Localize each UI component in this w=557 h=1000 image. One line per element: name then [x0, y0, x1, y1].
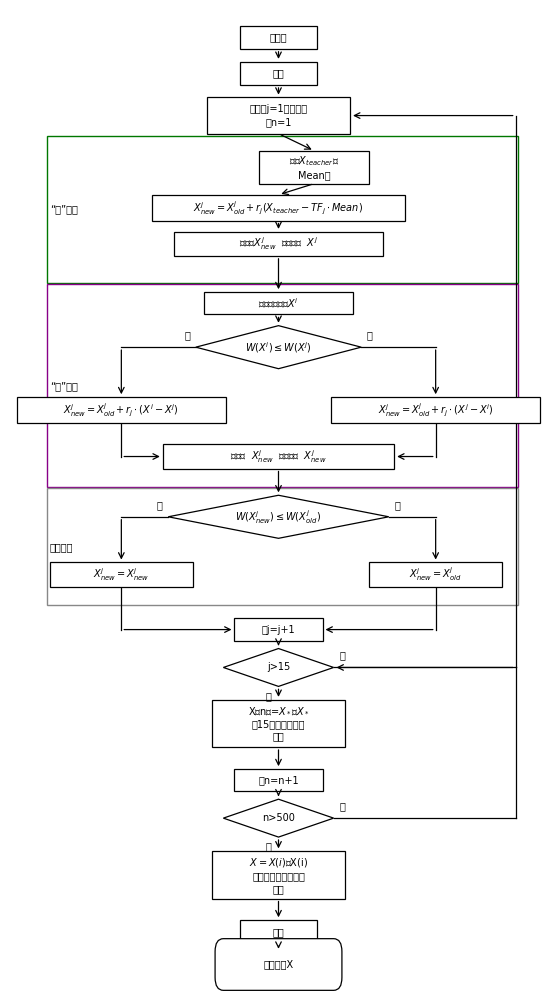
Text: 离散化  $X^j_{new}$  得到新的  $X^j_{new}$: 离散化 $X^j_{new}$ 得到新的 $X^j_{new}$: [230, 448, 327, 465]
Text: n>500: n>500: [262, 813, 295, 823]
FancyBboxPatch shape: [234, 769, 323, 791]
FancyBboxPatch shape: [212, 851, 345, 899]
Text: $X^j_{new}=X^j_{old}$: $X^j_{new}=X^j_{old}$: [409, 566, 462, 583]
Text: 随机选取学生$X^i$: 随机选取学生$X^i$: [258, 296, 299, 310]
Text: 令n=n+1: 令n=n+1: [258, 775, 299, 785]
Text: 是: 是: [266, 691, 271, 701]
Text: $X^j_{new}=X^j_{old}+r_j\cdot(X^i-X^j)$: $X^j_{new}=X^j_{old}+r_j\cdot(X^i-X^j)$: [63, 401, 179, 419]
FancyBboxPatch shape: [174, 232, 383, 256]
Text: 编码: 编码: [272, 68, 285, 78]
Text: $X^j_{new}=X^j_{old}+r_j\cdot(X^j-X^i)$: $X^j_{new}=X^j_{old}+r_j\cdot(X^j-X^i)$: [378, 401, 494, 419]
Text: 更新阶段: 更新阶段: [50, 542, 73, 552]
Bar: [47, 136, 519, 283]
Polygon shape: [196, 326, 361, 369]
FancyBboxPatch shape: [240, 62, 317, 85]
FancyBboxPatch shape: [50, 562, 193, 587]
Text: 是: 是: [157, 500, 163, 510]
Text: 解码: 解码: [272, 927, 285, 937]
FancyBboxPatch shape: [234, 618, 323, 641]
Text: 否: 否: [339, 651, 345, 661]
Text: 否: 否: [367, 330, 373, 340]
Polygon shape: [168, 495, 389, 538]
Text: 选出$X_{teacher}$、
Mean值: 选出$X_{teacher}$、 Mean值: [289, 154, 339, 180]
FancyBboxPatch shape: [163, 444, 394, 469]
Text: “学”阶段: “学”阶段: [50, 381, 77, 391]
Text: “教”阶段: “教”阶段: [50, 204, 77, 214]
FancyBboxPatch shape: [215, 939, 342, 990]
Text: $X=X(i)$，X(i)
为所有迭代结果的最
优值: $X=X(i)$，X(i) 为所有迭代结果的最 优值: [249, 856, 308, 894]
Text: $W(X^i)\leq W(X^j)$: $W(X^i)\leq W(X^j)$: [245, 340, 312, 355]
Text: $W(X^j_{new})\leq W(X^j_{old})$: $W(X^j_{new})\leq W(X^j_{old})$: [236, 508, 321, 526]
Text: $X^j_{new}=X^j_{old}+r_j(X_{teacher}-TF_j\cdot Mean)$: $X^j_{new}=X^j_{old}+r_j(X_{teacher}-TF_…: [193, 199, 364, 217]
Text: 取学生j=1，迭代次
数n=1: 取学生j=1，迭代次 数n=1: [250, 104, 307, 127]
FancyBboxPatch shape: [369, 562, 502, 587]
FancyBboxPatch shape: [17, 397, 226, 423]
Text: 是: 是: [184, 330, 190, 340]
Text: j>15: j>15: [267, 662, 290, 672]
FancyBboxPatch shape: [259, 151, 369, 184]
Text: 初始化: 初始化: [270, 32, 287, 42]
Text: 令j=j+1: 令j=j+1: [262, 625, 295, 635]
Text: 离散化$X^j_{new}$  得到新的  $X^j$: 离散化$X^j_{new}$ 得到新的 $X^j$: [239, 235, 318, 252]
FancyBboxPatch shape: [207, 97, 350, 134]
Text: 是: 是: [266, 841, 271, 851]
FancyBboxPatch shape: [240, 920, 317, 943]
Polygon shape: [223, 799, 334, 837]
FancyBboxPatch shape: [152, 195, 405, 221]
FancyBboxPatch shape: [240, 26, 317, 49]
Text: 否: 否: [394, 500, 400, 510]
Text: 否: 否: [339, 801, 345, 811]
FancyBboxPatch shape: [204, 292, 353, 314]
Text: X（n）=$X_*$，$X_*$
为15个学生中的最
优值: X（n）=$X_*$，$X_*$ 为15个学生中的最 优值: [247, 705, 310, 741]
FancyBboxPatch shape: [212, 700, 345, 747]
Bar: [47, 284, 519, 487]
Polygon shape: [223, 649, 334, 686]
Bar: [47, 488, 519, 605]
Text: 输出方案X: 输出方案X: [263, 960, 294, 970]
FancyBboxPatch shape: [331, 397, 540, 423]
Text: $X^j_{new}=X^j_{new}$: $X^j_{new}=X^j_{new}$: [93, 566, 149, 583]
